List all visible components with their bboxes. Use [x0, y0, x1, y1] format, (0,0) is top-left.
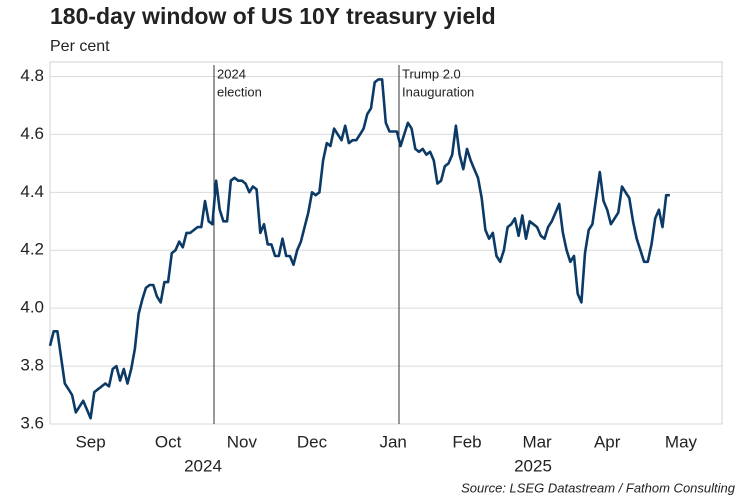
data-line — [48, 78, 670, 420]
year-label: 2024 — [184, 456, 222, 475]
y-tick-label: 4.8 — [20, 66, 44, 85]
x-tick-label: Dec — [297, 432, 328, 451]
x-tick-label: Oct — [155, 432, 182, 451]
annotation: Inauguration — [402, 84, 474, 99]
chart-subtitle: Per cent — [50, 38, 110, 55]
year-label: 2025 — [514, 456, 552, 475]
y-tick-label: 3.6 — [20, 413, 44, 432]
y-tick-label: 4.2 — [20, 240, 44, 259]
annotation: Trump 2.0 — [402, 66, 461, 81]
x-tick-label: Nov — [227, 432, 258, 451]
source-note: Source: LSEG Datastream / Fathom Consult… — [461, 480, 736, 495]
x-tick-label: Jan — [379, 432, 406, 451]
y-tick-label: 4.6 — [20, 124, 44, 143]
annotation: election — [217, 84, 262, 99]
annotation: 2024 — [217, 66, 246, 81]
y-tick-label: 3.8 — [20, 356, 44, 375]
x-tick-label: Apr — [594, 432, 621, 451]
chart-title: 180-day window of US 10Y treasury yield — [50, 3, 496, 29]
y-tick-label: 4.4 — [20, 182, 44, 201]
y-tick-label: 4.0 — [20, 298, 44, 317]
x-tick-label: Feb — [452, 432, 481, 451]
x-tick-label: Sep — [75, 432, 105, 451]
x-tick-label: Mar — [522, 432, 552, 451]
x-tick-label: May — [665, 432, 698, 451]
